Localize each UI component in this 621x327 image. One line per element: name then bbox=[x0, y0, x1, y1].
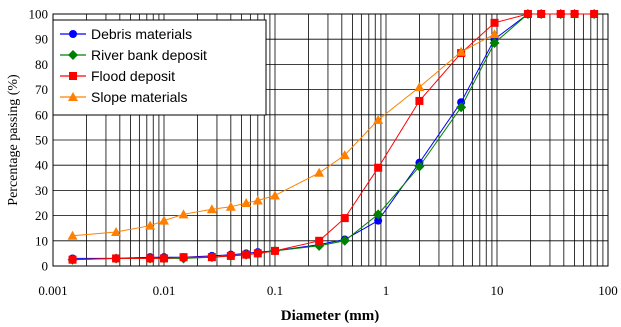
legend: Debris materials River bank deposit Flood … bbox=[52, 19, 267, 116]
data-point bbox=[112, 254, 121, 263]
y-tick-label: 20 bbox=[35, 208, 48, 223]
data-point bbox=[253, 249, 262, 258]
data-point bbox=[489, 37, 500, 48]
data-point bbox=[556, 10, 565, 18]
legend-label: Slope materials bbox=[91, 89, 188, 105]
data-point bbox=[159, 215, 169, 225]
data-point bbox=[226, 251, 235, 260]
data-point bbox=[68, 50, 78, 60]
data-point bbox=[207, 253, 216, 262]
y-tick-labels: 0 10 20 30 40 50 60 70 80 90 100 bbox=[29, 7, 49, 274]
data-point bbox=[179, 253, 188, 262]
y-tick-label: 30 bbox=[35, 183, 48, 198]
legend-entry: Debris materials bbox=[60, 26, 192, 42]
data-point bbox=[146, 254, 155, 263]
series bbox=[67, 29, 500, 240]
data-point bbox=[68, 92, 78, 101]
data-point bbox=[490, 18, 499, 27]
series-line bbox=[72, 33, 495, 237]
legend-label: River bank deposit bbox=[91, 47, 207, 63]
data-point bbox=[111, 226, 122, 236]
data-point bbox=[315, 236, 324, 245]
y-tick-label: 70 bbox=[35, 82, 48, 97]
y-tick-label: 80 bbox=[35, 57, 48, 72]
data-point bbox=[414, 161, 425, 172]
legend-box bbox=[52, 19, 267, 116]
data-point bbox=[67, 230, 78, 240]
data-point bbox=[489, 29, 500, 39]
data-point bbox=[374, 216, 383, 225]
x-tick-label: 1 bbox=[383, 283, 390, 298]
series-group bbox=[67, 9, 600, 265]
data-point bbox=[339, 150, 350, 160]
x-tick-label: 0.1 bbox=[267, 283, 283, 298]
data-point bbox=[69, 30, 77, 38]
y-tick-label: 50 bbox=[35, 133, 48, 148]
data-point bbox=[456, 102, 467, 113]
data-point bbox=[69, 72, 77, 80]
data-point bbox=[373, 209, 384, 220]
data-point bbox=[570, 10, 579, 18]
data-point bbox=[415, 96, 424, 105]
data-point bbox=[373, 114, 384, 124]
legend-label: Debris materials bbox=[91, 26, 192, 42]
data-point bbox=[206, 204, 217, 214]
plot-frame bbox=[52, 13, 609, 267]
data-point bbox=[414, 82, 425, 92]
legend-entry: Slope materials bbox=[60, 89, 188, 105]
data-point bbox=[252, 195, 263, 205]
data-point bbox=[374, 163, 383, 172]
x-tick-labels: 0.001 0.01 0.1 1 10 100 bbox=[38, 283, 617, 298]
x-tick-label: 10 bbox=[491, 283, 504, 298]
y-tick-label: 40 bbox=[35, 158, 48, 173]
data-point bbox=[537, 10, 546, 18]
y-tick-label: 90 bbox=[35, 32, 48, 47]
y-axis-title: Percentage passing (%) bbox=[6, 74, 21, 206]
data-point bbox=[270, 190, 280, 200]
y-tick-label: 60 bbox=[35, 107, 48, 122]
data-point bbox=[590, 10, 599, 18]
data-point bbox=[340, 214, 349, 223]
y-tick-label: 0 bbox=[42, 259, 49, 274]
y-tick-label: 100 bbox=[29, 7, 49, 22]
data-point bbox=[160, 254, 168, 263]
y-tick-label: 10 bbox=[35, 233, 48, 248]
data-point bbox=[178, 209, 189, 219]
data-point bbox=[339, 235, 350, 246]
data-point bbox=[225, 201, 236, 211]
data-point bbox=[241, 198, 252, 207]
x-axis-title: Diameter (mm) bbox=[281, 308, 379, 324]
x-tick-label: 0.001 bbox=[38, 283, 67, 298]
x-tick-label: 0.01 bbox=[153, 283, 176, 298]
data-point bbox=[314, 167, 325, 177]
data-point bbox=[242, 250, 251, 259]
legend-entry: River bank deposit bbox=[60, 47, 207, 63]
data-point bbox=[145, 220, 156, 230]
data-point bbox=[271, 246, 279, 255]
legend-entry: Flood deposit bbox=[60, 68, 175, 84]
x-tick-label: 100 bbox=[598, 283, 618, 298]
data-point bbox=[68, 255, 77, 264]
legend-label: Flood deposit bbox=[91, 68, 175, 84]
data-point bbox=[523, 10, 532, 18]
data-point bbox=[456, 46, 467, 56]
